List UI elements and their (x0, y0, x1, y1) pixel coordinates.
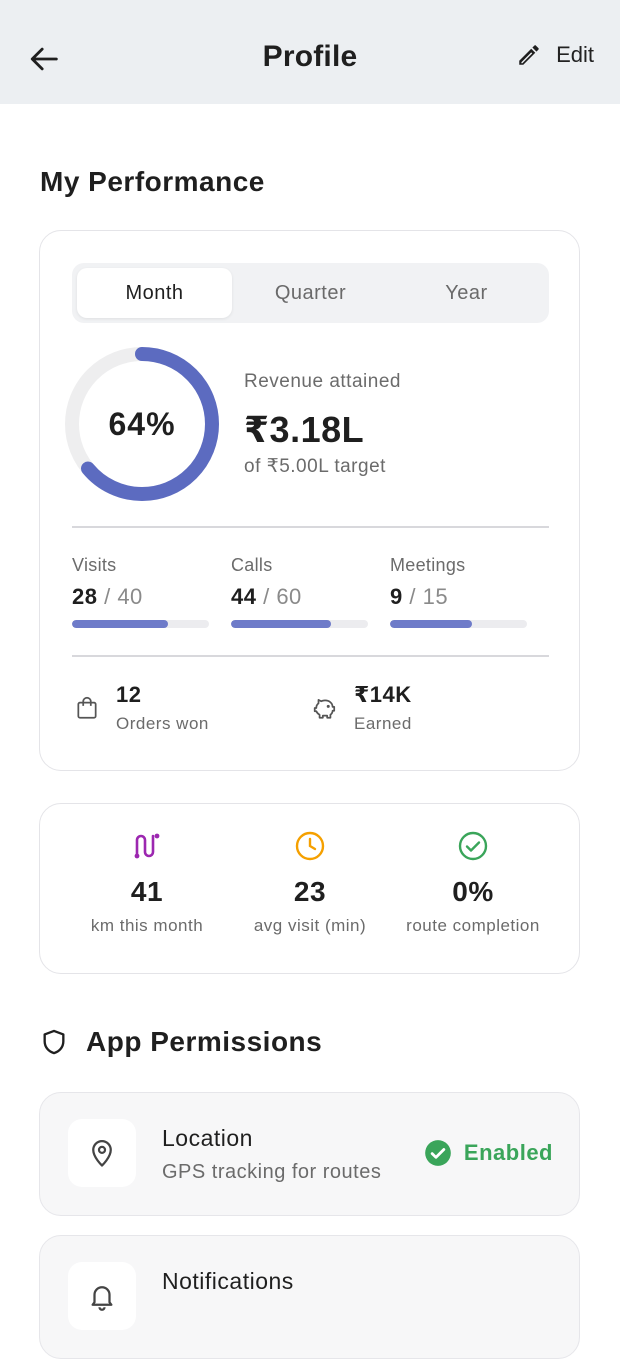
top-app-bar: Profile Edit (0, 0, 620, 104)
metric-value: 28 / 40 (72, 584, 143, 609)
summary-route-completion: 0% route completion (383, 830, 563, 936)
permission-notifications-row[interactable]: Notifications (39, 1235, 580, 1359)
pencil-icon (519, 45, 539, 65)
bell-icon (91, 1286, 113, 1311)
stat-value: ₹14K (354, 682, 412, 707)
piggy-bank-icon (313, 699, 336, 719)
tab-year[interactable]: Year (445, 281, 488, 304)
metric-calls: Calls 44 / 60 (231, 555, 368, 628)
stat-earned: ₹14K Earned (312, 682, 412, 734)
performance-section-title: My Performance (40, 166, 265, 197)
summary-distance: 41 km this month (57, 830, 237, 936)
progress-bar (390, 620, 527, 628)
revenue-target: of ₹5.00L target (244, 456, 386, 477)
summary-label: km this month (90, 916, 204, 935)
stat-label: Orders won (116, 714, 209, 733)
summary-label: route completion (406, 916, 540, 935)
shield-icon (43, 1029, 65, 1055)
divider (72, 526, 549, 528)
progress-bar-fill (390, 620, 473, 628)
check-circle-icon (458, 831, 488, 861)
location-pin-icon (92, 1140, 112, 1167)
page-title: Profile (262, 40, 358, 73)
permission-location-row[interactable]: Location GPS tracking for routes Enabled (39, 1092, 580, 1216)
summary-value: 23 (293, 876, 327, 907)
performance-card: Month Quarter Year 64% Revenue attained … (39, 230, 580, 771)
edit-button[interactable]: Edit (516, 42, 594, 68)
revenue-amount: ₹3.18L (244, 409, 365, 450)
revenue-progress-ring (65, 347, 219, 501)
summary-label: avg visit (min) (253, 916, 367, 935)
clock-icon (295, 831, 325, 861)
stat-orders-won: 12 Orders won (74, 682, 209, 734)
metric-value: 44 / 60 (231, 584, 302, 609)
stat-value: 12 (116, 682, 142, 707)
permission-name: Location (162, 1125, 253, 1151)
shopping-bag-icon (77, 696, 97, 719)
revenue-percent: 64% (108, 405, 176, 442)
check-circle-filled-icon (425, 1140, 451, 1166)
stat-label: Earned (354, 714, 412, 733)
metric-label: Meetings (390, 555, 466, 575)
period-segmented-control: Month Quarter Year (72, 263, 549, 323)
metric-label: Visits (72, 555, 117, 575)
metric-label: Calls (231, 555, 273, 575)
divider (72, 655, 549, 657)
edit-label: Edit (556, 42, 594, 67)
tab-quarter[interactable]: Quarter (274, 281, 347, 304)
arrow-left-icon (30, 47, 58, 71)
progress-bar (72, 620, 209, 628)
permission-description: GPS tracking for routes (162, 1161, 382, 1183)
progress-bar (231, 620, 368, 628)
summary-value: 41 (130, 876, 164, 907)
back-button[interactable] (28, 42, 62, 76)
tab-month[interactable]: Month (77, 268, 232, 318)
route-icon (134, 833, 160, 859)
summary-value: 0% (452, 876, 494, 907)
permission-icon-box (68, 1262, 136, 1330)
metric-value: 9 / 15 (390, 584, 449, 609)
metric-meetings: Meetings 9 / 15 (390, 555, 527, 628)
permissions-section-title: App Permissions (40, 1026, 322, 1058)
revenue-caption: Revenue attained (244, 371, 401, 392)
metric-visits: Visits 28 / 40 (72, 555, 209, 628)
summary-card: 41 km this month 23 avg visit (min) 0% r… (39, 803, 580, 974)
permission-status-badge: Enabled (424, 1139, 553, 1167)
progress-bar-fill (231, 620, 332, 628)
revenue-progress-arc (65, 347, 219, 501)
permission-icon-box (68, 1119, 136, 1187)
summary-avg-visit: 23 avg visit (min) (220, 830, 400, 936)
progress-bar-fill (72, 620, 168, 628)
